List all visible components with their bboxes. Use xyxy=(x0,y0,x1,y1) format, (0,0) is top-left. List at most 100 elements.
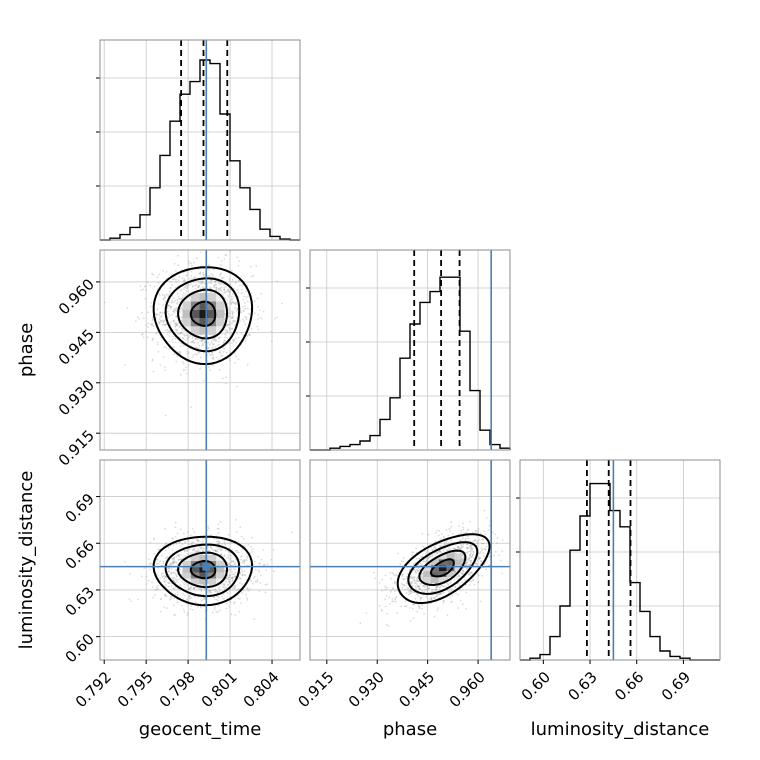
sample-point xyxy=(381,609,384,612)
sample-point xyxy=(227,311,230,314)
sample-point xyxy=(191,356,194,358)
sample-point xyxy=(467,528,470,531)
sample-point xyxy=(470,548,472,550)
x-tick-label: 0.63 xyxy=(564,668,600,704)
sample-point xyxy=(169,286,172,289)
sample-point xyxy=(448,527,451,530)
sample-point xyxy=(138,318,141,320)
sample-point xyxy=(466,543,468,546)
sample-point xyxy=(155,586,158,589)
sample-point xyxy=(191,543,194,546)
sample-point xyxy=(147,322,150,325)
sample-point xyxy=(198,352,200,354)
sample-point xyxy=(165,579,167,582)
sample-point xyxy=(169,596,172,598)
sample-point xyxy=(230,332,233,335)
sample-point xyxy=(240,568,243,571)
sample-point xyxy=(228,312,231,315)
sample-point xyxy=(456,546,459,548)
sample-point xyxy=(172,310,175,313)
sample-point xyxy=(480,551,482,553)
sample-point xyxy=(256,325,259,328)
sample-point xyxy=(175,309,178,312)
sample-point xyxy=(201,339,204,341)
sample-point xyxy=(160,572,163,575)
panel-content xyxy=(100,460,300,660)
sample-point xyxy=(469,550,471,553)
sample-point xyxy=(173,262,176,265)
sample-point xyxy=(237,264,240,267)
sample-point xyxy=(395,574,398,577)
sample-point xyxy=(476,529,479,532)
sample-point xyxy=(202,286,205,288)
sample-point xyxy=(162,304,165,307)
sample-point xyxy=(142,288,145,291)
sample-point xyxy=(425,588,428,590)
sample-point xyxy=(176,323,179,325)
sample-point xyxy=(413,576,416,578)
sample-point xyxy=(442,602,445,604)
sample-point xyxy=(188,595,191,597)
sample-point xyxy=(149,568,152,571)
sample-point xyxy=(171,557,174,560)
y-tick-label: 0.63 xyxy=(62,583,98,619)
sample-point xyxy=(446,582,449,584)
sample-point xyxy=(207,591,209,594)
sample-point xyxy=(417,585,419,588)
sample-point xyxy=(475,562,478,565)
density-cell xyxy=(216,572,225,579)
sample-point xyxy=(228,563,231,565)
sample-point xyxy=(450,590,452,592)
sample-point xyxy=(228,582,231,584)
sample-point xyxy=(192,609,194,611)
sample-point xyxy=(196,353,198,356)
sample-point xyxy=(231,560,234,562)
sample-point xyxy=(162,575,164,578)
sample-point xyxy=(228,326,230,329)
sample-point xyxy=(429,556,431,558)
sample-point xyxy=(417,585,420,587)
sample-point xyxy=(427,549,429,551)
sample-point xyxy=(197,605,200,608)
sample-point xyxy=(156,341,159,344)
sample-point xyxy=(429,563,432,566)
sample-point xyxy=(146,281,149,283)
sample-point xyxy=(465,537,467,540)
x-tick-label: 0.945 xyxy=(395,668,438,711)
sample-point xyxy=(219,521,222,523)
sample-point xyxy=(160,314,163,317)
sample-point xyxy=(409,589,412,592)
sample-point xyxy=(227,542,229,545)
sample-point xyxy=(197,548,200,550)
sample-point xyxy=(469,563,472,566)
sample-point xyxy=(433,615,436,618)
density-cell xyxy=(216,326,225,335)
sample-point xyxy=(192,587,195,590)
sample-point xyxy=(439,537,442,540)
sample-point xyxy=(199,588,202,591)
contour-line xyxy=(164,277,241,353)
sample-point xyxy=(452,552,454,554)
density-cell xyxy=(207,555,217,561)
sample-point xyxy=(223,286,226,289)
sample-point xyxy=(397,552,399,555)
sample-point xyxy=(460,548,463,551)
sample-point xyxy=(203,341,206,343)
sample-point xyxy=(193,595,196,598)
sample-point xyxy=(442,600,445,602)
sample-point xyxy=(238,337,240,339)
sample-point xyxy=(434,553,437,556)
sample-point xyxy=(168,582,170,584)
sample-point xyxy=(466,560,469,563)
sample-point xyxy=(191,552,194,554)
sample-point xyxy=(420,596,422,599)
sample-point xyxy=(385,623,388,626)
sample-point xyxy=(179,290,182,292)
sample-point xyxy=(447,549,450,552)
sample-point xyxy=(174,309,177,312)
sample-point xyxy=(485,561,488,564)
sample-point xyxy=(156,331,159,334)
sample-point xyxy=(221,377,224,380)
sample-point xyxy=(433,546,435,549)
sample-point xyxy=(245,338,247,340)
